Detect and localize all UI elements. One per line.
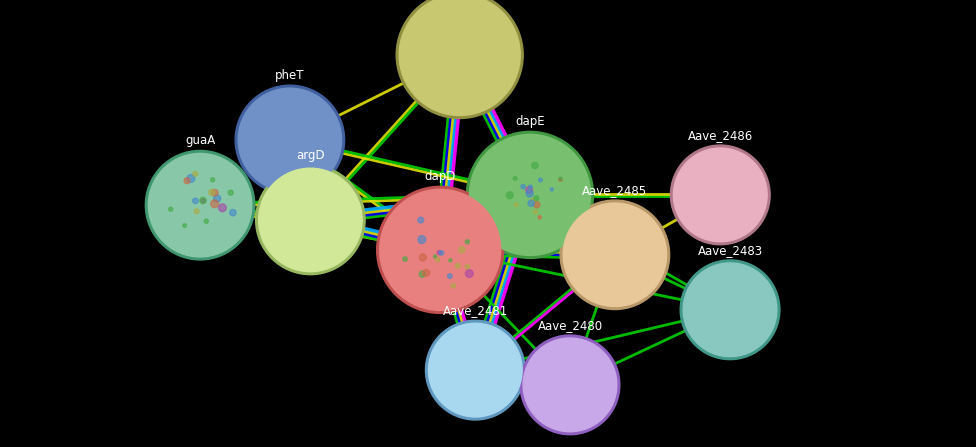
Text: pheT: pheT <box>275 69 305 82</box>
Circle shape <box>377 186 504 313</box>
Circle shape <box>528 200 534 207</box>
Circle shape <box>420 254 427 261</box>
Circle shape <box>419 271 426 277</box>
Circle shape <box>467 131 593 258</box>
Circle shape <box>192 198 198 204</box>
Text: Aave_2485: Aave_2485 <box>583 184 647 197</box>
Circle shape <box>399 0 520 115</box>
Circle shape <box>259 168 362 272</box>
Circle shape <box>469 135 590 255</box>
Circle shape <box>229 210 236 216</box>
Circle shape <box>418 236 426 244</box>
Circle shape <box>466 265 469 269</box>
Circle shape <box>238 88 342 192</box>
Circle shape <box>212 190 218 196</box>
Circle shape <box>514 203 518 207</box>
Circle shape <box>418 217 424 223</box>
Circle shape <box>466 270 473 278</box>
Text: Aave_2480: Aave_2480 <box>538 319 602 332</box>
Circle shape <box>187 174 195 182</box>
Circle shape <box>449 259 452 262</box>
Circle shape <box>451 283 456 288</box>
Circle shape <box>396 0 523 118</box>
Circle shape <box>256 165 365 274</box>
Circle shape <box>184 178 190 184</box>
Circle shape <box>539 178 543 182</box>
Circle shape <box>559 177 562 180</box>
Circle shape <box>521 185 525 189</box>
Circle shape <box>560 200 670 309</box>
Circle shape <box>380 190 501 310</box>
Text: dapE: dapE <box>515 115 545 128</box>
Circle shape <box>534 196 539 201</box>
Circle shape <box>534 202 540 208</box>
Circle shape <box>403 257 407 261</box>
Circle shape <box>437 251 441 255</box>
Circle shape <box>211 178 215 182</box>
Circle shape <box>529 185 532 189</box>
Text: dapD: dapD <box>425 170 456 183</box>
Text: Aave_2486: Aave_2486 <box>688 129 752 142</box>
Circle shape <box>531 198 535 202</box>
Circle shape <box>671 145 770 245</box>
Circle shape <box>193 171 198 177</box>
Circle shape <box>526 190 533 197</box>
Circle shape <box>435 257 439 262</box>
Circle shape <box>235 85 345 194</box>
Circle shape <box>507 192 513 198</box>
Circle shape <box>563 203 667 307</box>
Circle shape <box>513 177 517 181</box>
Circle shape <box>673 148 767 242</box>
Circle shape <box>183 224 186 228</box>
Circle shape <box>211 200 219 208</box>
Circle shape <box>558 178 562 181</box>
Text: guaA: guaA <box>185 135 215 148</box>
Circle shape <box>204 219 209 224</box>
Circle shape <box>200 197 206 204</box>
Circle shape <box>148 153 252 257</box>
Circle shape <box>532 162 538 169</box>
Circle shape <box>228 190 233 195</box>
Circle shape <box>428 323 522 417</box>
Circle shape <box>550 188 553 191</box>
Circle shape <box>683 263 777 357</box>
Circle shape <box>433 255 436 258</box>
Circle shape <box>426 320 525 420</box>
Circle shape <box>466 240 469 244</box>
Text: Aave_2483: Aave_2483 <box>698 244 762 257</box>
Circle shape <box>534 210 538 214</box>
Text: argD: argD <box>296 149 325 162</box>
Circle shape <box>201 199 205 202</box>
Circle shape <box>219 204 226 212</box>
Circle shape <box>145 151 255 260</box>
Circle shape <box>423 270 429 276</box>
Circle shape <box>680 260 780 360</box>
Circle shape <box>459 247 465 253</box>
Text: Aave_2481: Aave_2481 <box>443 304 508 317</box>
Circle shape <box>439 251 444 255</box>
Circle shape <box>523 338 617 432</box>
Circle shape <box>520 335 620 435</box>
Circle shape <box>194 209 199 214</box>
Circle shape <box>456 263 461 268</box>
Circle shape <box>538 215 542 219</box>
Circle shape <box>209 189 215 195</box>
Circle shape <box>448 274 452 278</box>
Circle shape <box>169 207 173 211</box>
Circle shape <box>526 186 533 194</box>
Circle shape <box>214 195 221 202</box>
